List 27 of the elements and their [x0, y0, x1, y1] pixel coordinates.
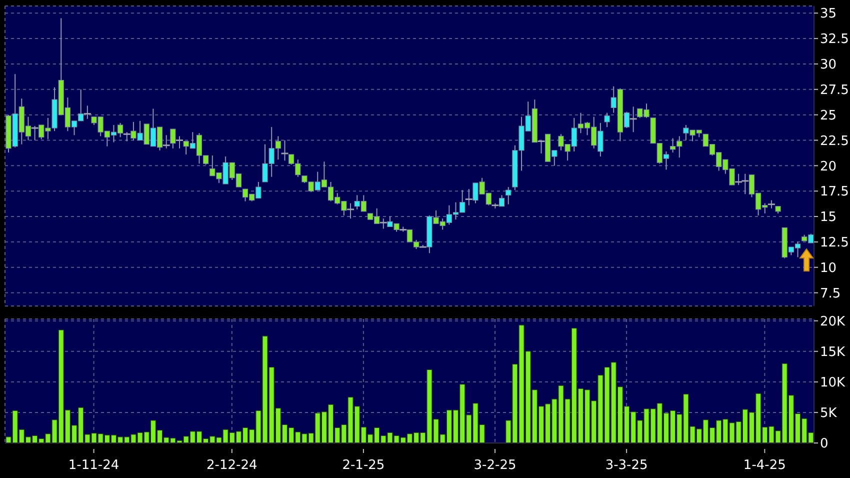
candlestick [506, 186, 512, 205]
y-tick-label: 12.5 [820, 236, 849, 251]
x-tick-label: 3-2-25 [474, 458, 516, 473]
x-tick-label: 1-4-25 [743, 458, 786, 473]
y-tick-label: 10K [820, 376, 846, 391]
y-tick-label: 32.5 [820, 32, 849, 48]
y-tick-label: 25 [820, 108, 837, 124]
candlestick [170, 128, 176, 149]
y-tick-label: 27.5 [820, 83, 849, 98]
y-tick-label: 20 [820, 159, 837, 174]
candlestick [498, 194, 505, 207]
candlestick [604, 112, 610, 128]
y-tick-label: 15K [820, 344, 846, 360]
y-tick-label: 10 [820, 260, 837, 276]
y-tick-label: 17.5 [820, 184, 849, 200]
x-tick-label: 3-3-25 [605, 458, 648, 473]
x-tick-label: 2-12-24 [206, 458, 258, 473]
y-tick-label: 5K [820, 406, 838, 422]
y-tick-label: 15 [820, 210, 837, 226]
y-tick-label: 0 [820, 436, 828, 452]
x-tick-label: 1-11-24 [68, 458, 120, 473]
y-tick-label: 22.5 [820, 134, 849, 149]
y-tick-label: 35 [820, 6, 837, 22]
y-tick-label: 7.5 [820, 286, 841, 302]
x-tick-label: 2-1-25 [342, 458, 385, 473]
y-tick-label: 20K [820, 314, 846, 330]
y-tick-label: 30 [820, 58, 837, 73]
